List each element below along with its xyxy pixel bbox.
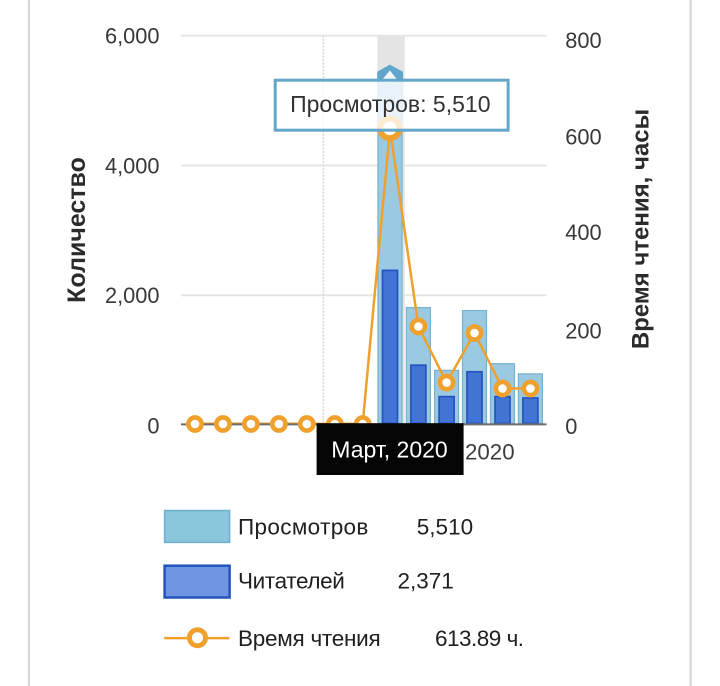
- svg-text:0: 0: [147, 414, 159, 439]
- svg-text:Время чтения: Время чтения: [238, 626, 380, 651]
- svg-text:613.89 ч.: 613.89 ч.: [435, 626, 524, 651]
- svg-text:600: 600: [565, 125, 601, 150]
- svg-text:Читателей: Читателей: [238, 569, 345, 594]
- svg-text:2020: 2020: [465, 439, 515, 464]
- svg-text:Март, 2020: Март, 2020: [331, 437, 447, 463]
- svg-text:5,510: 5,510: [417, 515, 473, 540]
- svg-text:200: 200: [565, 318, 601, 343]
- svg-text:Количество: Количество: [63, 157, 91, 303]
- svg-text:Время чтения, часы: Время чтения, часы: [628, 109, 655, 349]
- svg-text:Просмотров: Просмотров: [238, 515, 369, 540]
- svg-text:Просмотров: 5,510: Просмотров: 5,510: [290, 91, 490, 117]
- svg-text:800: 800: [565, 28, 601, 53]
- svg-text:0: 0: [565, 414, 577, 439]
- svg-text:2,000: 2,000: [105, 283, 160, 308]
- svg-text:2,371: 2,371: [398, 569, 454, 594]
- svg-text:6,000: 6,000: [105, 23, 160, 48]
- svg-text:4,000: 4,000: [105, 154, 160, 179]
- svg-text:400: 400: [565, 220, 601, 245]
